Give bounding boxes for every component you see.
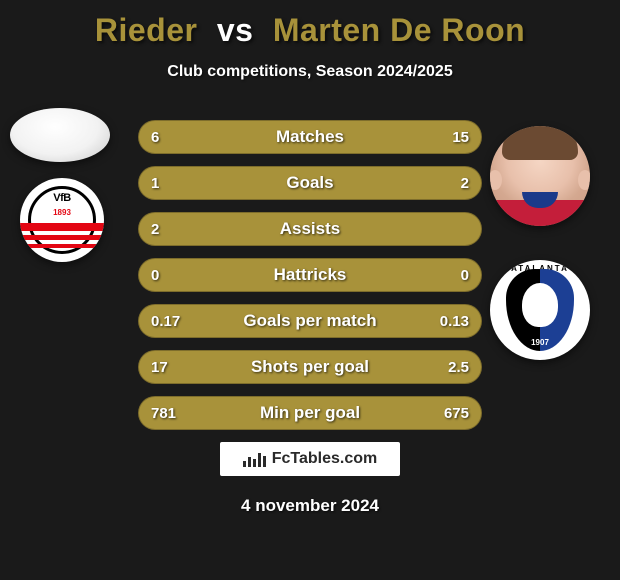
avatar-ear <box>578 170 590 190</box>
crest-text: VfB <box>53 192 70 204</box>
crest-band <box>20 235 104 240</box>
crest-year: 1893 <box>53 208 71 217</box>
stat-label: Min per goal <box>260 403 360 423</box>
stat-row: 1 Goals 2 <box>138 166 482 200</box>
stat-value-right: 2.5 <box>448 359 469 376</box>
crest-band <box>20 244 104 248</box>
stats-panel: 6 Matches 15 1 Goals 2 2 Assists 0 Hattricks 0 0.17… <box>138 120 482 442</box>
subtitle: Club competitions, Season 2024/2025 <box>0 63 620 81</box>
stat-value-left: 0 <box>151 267 159 284</box>
stat-value-left: 6 <box>151 129 159 146</box>
avatar-ear <box>490 170 502 190</box>
stat-value-right: 15 <box>452 129 469 146</box>
player2-avatar <box>490 126 590 226</box>
branding-text: FcTables.com <box>272 450 378 468</box>
stat-row: 0.17 Goals per match 0.13 <box>138 304 482 338</box>
date-label: 4 november 2024 <box>0 496 620 516</box>
stat-row: 0 Hattricks 0 <box>138 258 482 292</box>
stat-label: Goals per match <box>243 311 376 331</box>
stat-value-left: 0.17 <box>151 313 180 330</box>
player2-crest: ATALANTA 1907 <box>490 260 590 360</box>
stat-value-right: 2 <box>461 175 469 192</box>
stat-value-left: 1 <box>151 175 159 192</box>
stat-value-left: 17 <box>151 359 168 376</box>
stat-label: Hattricks <box>274 265 347 285</box>
stat-row: 781 Min per goal 675 <box>138 396 482 430</box>
player1-crest: VfB 1893 <box>20 178 104 262</box>
stat-value-right: 0 <box>461 267 469 284</box>
title-vs: vs <box>217 12 254 48</box>
stat-value-left: 781 <box>151 405 176 422</box>
page-title: Rieder vs Marten De Roon <box>0 0 620 49</box>
stat-row: 2 Assists <box>138 212 482 246</box>
stat-label: Shots per goal <box>251 357 369 377</box>
stat-value-right: 0.13 <box>440 313 469 330</box>
title-player2: Marten De Roon <box>273 12 525 48</box>
stat-row: 17 Shots per goal 2.5 <box>138 350 482 384</box>
stat-label: Assists <box>280 219 340 239</box>
avatar-hair <box>502 126 578 160</box>
crest-face <box>522 283 558 327</box>
barchart-icon <box>243 451 266 467</box>
stat-value-left: 2 <box>151 221 159 238</box>
player1-avatar <box>10 108 110 162</box>
stat-value-right: 675 <box>444 405 469 422</box>
crest-year: 1907 <box>506 338 574 347</box>
title-player1: Rieder <box>95 12 198 48</box>
branding-badge: FcTables.com <box>220 442 400 476</box>
crest-inner: 1907 <box>506 269 574 351</box>
crest-band <box>20 223 104 231</box>
stat-label: Matches <box>276 127 344 147</box>
stat-row: 6 Matches 15 <box>138 120 482 154</box>
stat-label: Goals <box>286 173 333 193</box>
